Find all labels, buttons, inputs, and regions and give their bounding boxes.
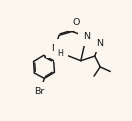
Text: N: N <box>96 38 103 48</box>
Text: N: N <box>83 32 90 41</box>
Text: Br: Br <box>35 87 45 96</box>
Text: N: N <box>51 44 58 53</box>
Text: O: O <box>72 18 80 27</box>
Text: H: H <box>58 49 64 57</box>
